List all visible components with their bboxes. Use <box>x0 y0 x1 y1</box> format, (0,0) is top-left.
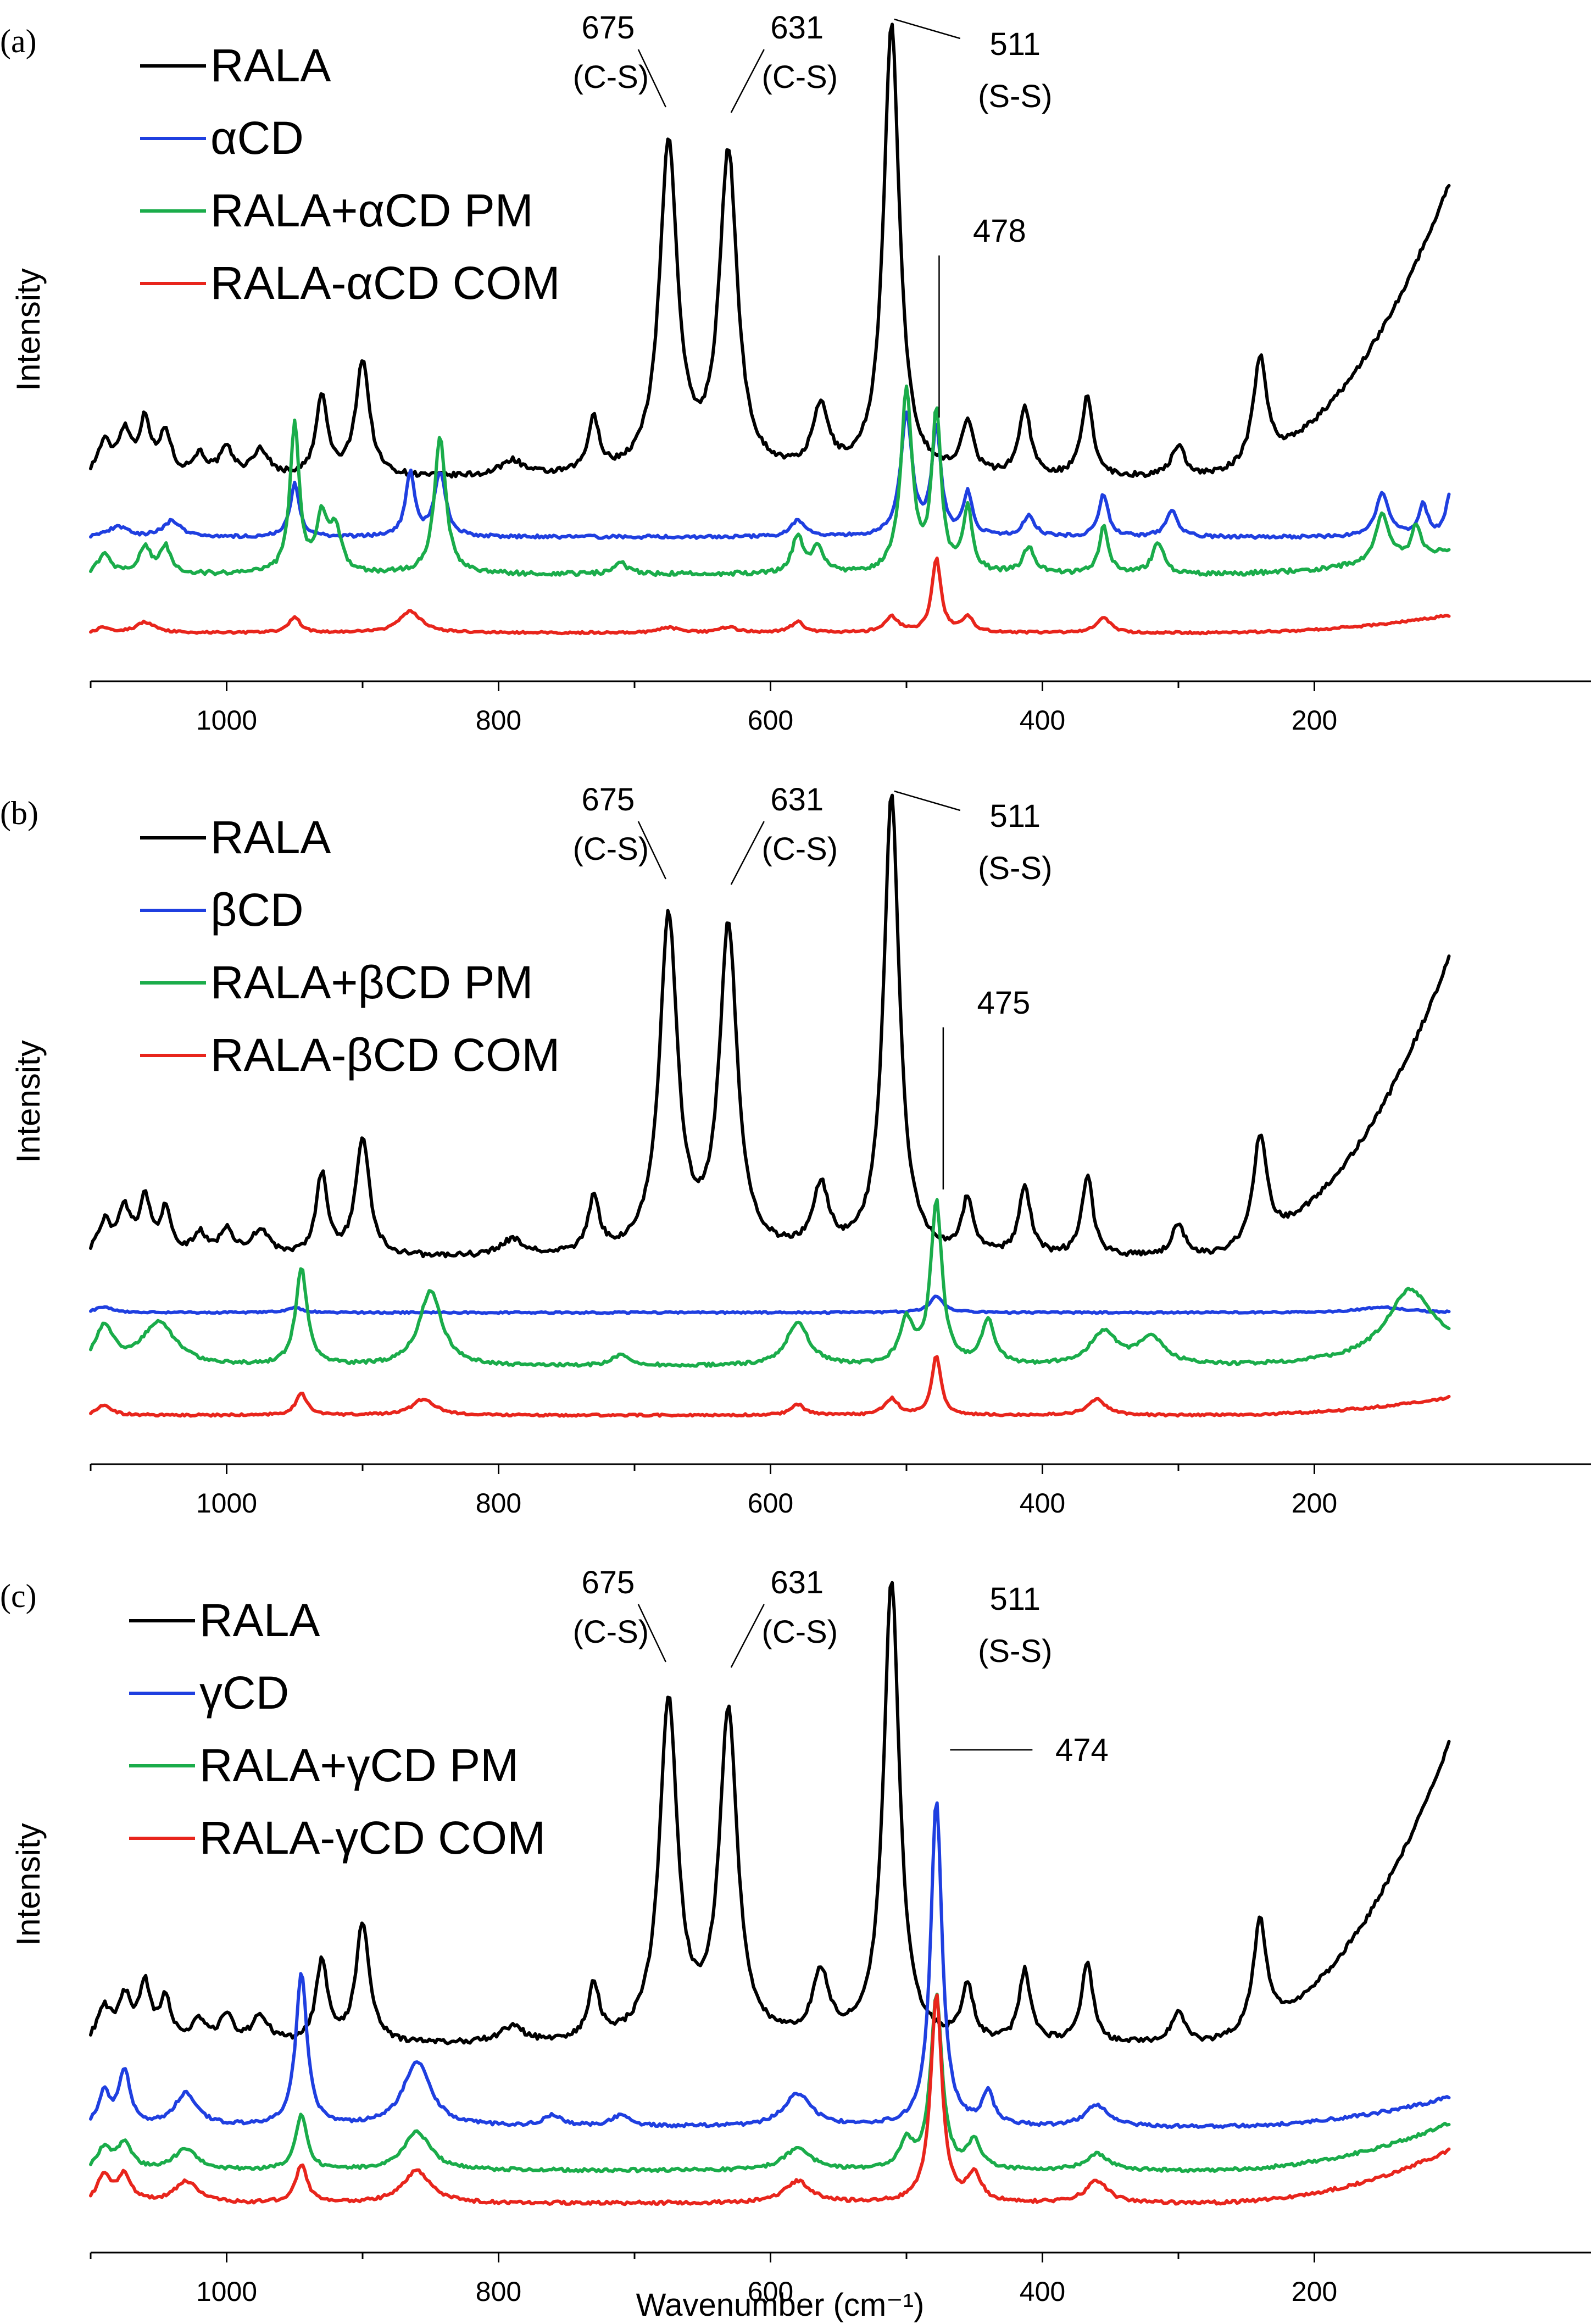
peak-leader <box>894 18 961 40</box>
legend-entry: RALA-αCD COM <box>210 257 560 309</box>
series-line-3 <box>89 557 1451 636</box>
x-tick-label: 1000 <box>196 2276 257 2307</box>
panel-b: (b) Intensity 1000 800 600 400 200 RALA βCD RALA+… <box>0 782 1591 1519</box>
peak-assignment: (C-S) <box>762 59 838 95</box>
peak-label: 675 <box>581 1565 635 1600</box>
legend-entry: γCD <box>199 1667 289 1719</box>
legend-entry: RALA <box>199 1594 320 1646</box>
panel-c: (c) Intensity 1000 800 600 400 200 RALA γCD RALA+… <box>0 1565 1591 2307</box>
series-line-0 <box>89 1581 1451 2045</box>
x-tick-label: 1000 <box>196 705 257 736</box>
peak-assignment: (C-S) <box>762 1614 838 1650</box>
legend-entry: RALA+γCD PM <box>199 1739 519 1791</box>
y-axis-title: Intensity <box>10 1823 47 1945</box>
x-tick-label: 200 <box>1292 2276 1337 2307</box>
legend-entry: RALA+αCD PM <box>210 185 533 236</box>
peak-label: 675 <box>581 782 635 818</box>
peak-label: 478 <box>973 213 1026 249</box>
legend-entry: RALA <box>210 811 331 863</box>
x-axis-title: Wavenumber (cm⁻¹) <box>636 2287 925 2323</box>
x-tick-label: 600 <box>748 705 793 736</box>
peak-assignment: (S-S) <box>978 850 1052 886</box>
peak-assignment: (C-S) <box>573 831 649 867</box>
series-line-3 <box>89 1993 1451 2206</box>
x-tick-label: 600 <box>748 1488 793 1519</box>
legend-entry: RALA-γCD COM <box>199 1812 546 1864</box>
peak-leader <box>637 821 667 880</box>
y-axis-title: Intensity <box>10 268 47 391</box>
peak-assignment: (C-S) <box>762 831 838 867</box>
x-tick-label: 400 <box>1020 1488 1065 1519</box>
legend-entry: αCD <box>210 112 304 164</box>
panel-a: (a) Intensity 1000 800 600 400 200 RALA αCD RALA+… <box>0 10 1591 736</box>
peak-label: 511 <box>990 798 1041 834</box>
series-line-2 <box>89 1198 1451 1368</box>
peak-leader <box>730 49 765 113</box>
peak-label: 475 <box>977 985 1030 1021</box>
panel-label: (b) <box>0 795 38 831</box>
series-line-2 <box>89 1992 1451 2173</box>
x-tick-label: 800 <box>476 2276 521 2307</box>
x-tick-label: 400 <box>1020 705 1065 736</box>
x-tick-label: 1000 <box>196 1488 257 1519</box>
legend-entry: βCD <box>210 884 304 936</box>
peak-leader <box>894 790 961 811</box>
peak-label: 511 <box>990 26 1041 62</box>
x-tick-label: 200 <box>1292 705 1337 736</box>
peak-assignment: (S-S) <box>978 79 1052 114</box>
x-tick-label: 200 <box>1292 1488 1337 1519</box>
peak-leader <box>637 1604 667 1663</box>
panel-label: (a) <box>0 23 37 59</box>
peak-leader <box>637 49 667 108</box>
peak-assignment: (C-S) <box>573 59 649 95</box>
legend-entry: RALA-βCD COM <box>210 1029 560 1081</box>
x-tick-label: 800 <box>476 1488 521 1519</box>
series-line-1 <box>89 1294 1451 1315</box>
peak-label: 675 <box>581 10 635 46</box>
peak-assignment: (C-S) <box>573 1614 649 1650</box>
panel-label: (c) <box>0 1578 37 1614</box>
x-tick-label: 800 <box>476 705 521 736</box>
series-line-2 <box>89 384 1451 577</box>
peak-assignment: (S-S) <box>978 1633 1052 1669</box>
peak-label: 511 <box>990 1581 1041 1617</box>
peak-label: 631 <box>770 10 824 46</box>
series-line-0 <box>89 793 1451 1259</box>
x-tick-label: 600 <box>748 2276 793 2307</box>
peak-label: 631 <box>770 1565 824 1600</box>
peak-label: 631 <box>770 782 824 818</box>
series-line-0 <box>89 23 1451 479</box>
series-line-1 <box>89 1801 1451 2130</box>
legend-entry: RALA+βCD PM <box>210 957 533 1008</box>
legend-entry: RALA <box>210 40 331 91</box>
peak-leader <box>730 821 765 885</box>
peak-leader <box>730 1604 765 1668</box>
peak-label: 474 <box>1055 1732 1109 1768</box>
y-axis-title: Intensity <box>10 1040 47 1163</box>
series-line-3 <box>89 1355 1451 1418</box>
x-tick-label: 400 <box>1020 2276 1065 2307</box>
